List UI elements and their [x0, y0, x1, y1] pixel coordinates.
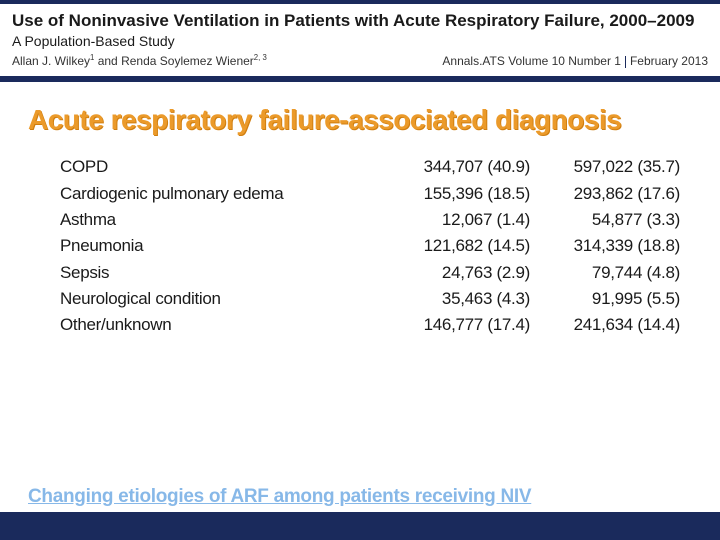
- section-title: Acute respiratory failure-associated dia…: [0, 82, 720, 154]
- table-row: COPD 344,707 (40.9) 597,022 (35.7): [60, 154, 690, 180]
- row-value-2: 241,634 (14.4): [530, 312, 680, 338]
- paper-subtitle: A Population-Based Study: [12, 33, 708, 49]
- row-value-2: 79,744 (4.8): [530, 260, 680, 286]
- row-label: Cardiogenic pulmonary edema: [60, 181, 380, 207]
- row-value-1: 35,463 (4.3): [380, 286, 530, 312]
- row-value-2: 91,995 (5.5): [530, 286, 680, 312]
- footer: Changing etiologies of ARF among patient…: [0, 480, 720, 540]
- row-value-2: 314,339 (18.8): [530, 233, 680, 259]
- row-value-1: 146,777 (17.4): [380, 312, 530, 338]
- table-row: Cardiogenic pulmonary edema 155,396 (18.…: [60, 181, 690, 207]
- row-value-2: 293,862 (17.6): [530, 181, 680, 207]
- authors: Allan J. Wilkey1 and Renda Soylemez Wien…: [12, 53, 267, 68]
- footer-bar: [0, 512, 720, 540]
- footer-caption: Changing etiologies of ARF among patient…: [0, 480, 720, 512]
- row-label: Other/unknown: [60, 312, 380, 338]
- header-band: Use of Noninvasive Ventilation in Patien…: [0, 0, 720, 82]
- diagnosis-table: COPD 344,707 (40.9) 597,022 (35.7) Cardi…: [0, 154, 720, 338]
- table-row: Asthma 12,067 (1.4) 54,877 (3.3): [60, 207, 690, 233]
- journal-date: February 2013: [630, 54, 708, 68]
- row-value-2: 54,877 (3.3): [530, 207, 680, 233]
- row-value-1: 121,682 (14.5): [380, 233, 530, 259]
- row-value-1: 24,763 (2.9): [380, 260, 530, 286]
- row-value-1: 12,067 (1.4): [380, 207, 530, 233]
- table-row: Pneumonia 121,682 (14.5) 314,339 (18.8): [60, 233, 690, 259]
- header-meta-row: Allan J. Wilkey1 and Renda Soylemez Wien…: [12, 53, 708, 68]
- row-value-2: 597,022 (35.7): [530, 154, 680, 180]
- row-value-1: 155,396 (18.5): [380, 181, 530, 207]
- row-label: Pneumonia: [60, 233, 380, 259]
- table-row: Other/unknown 146,777 (17.4) 241,634 (14…: [60, 312, 690, 338]
- journal-citation: Annals.ATS Volume 10 Number 1 February 20…: [442, 54, 708, 68]
- row-label: Sepsis: [60, 260, 380, 286]
- journal-name: Annals.ATS Volume 10 Number 1: [442, 54, 621, 68]
- row-label: COPD: [60, 154, 380, 180]
- row-label: Neurological condition: [60, 286, 380, 312]
- paper-title: Use of Noninvasive Ventilation in Patien…: [12, 10, 708, 31]
- table-row: Neurological condition 35,463 (4.3) 91,9…: [60, 286, 690, 312]
- row-label: Asthma: [60, 207, 380, 233]
- separator-icon: [625, 56, 626, 68]
- table-row: Sepsis 24,763 (2.9) 79,744 (4.8): [60, 260, 690, 286]
- row-value-1: 344,707 (40.9): [380, 154, 530, 180]
